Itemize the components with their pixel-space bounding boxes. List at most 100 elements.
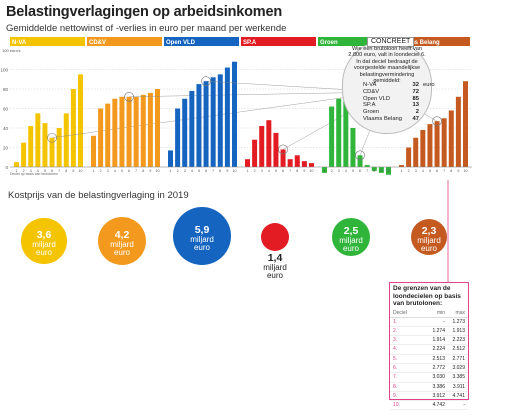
bar (350, 128, 356, 167)
table-row: 1. -1.273 (390, 318, 468, 327)
x-tick-label: 3 (261, 169, 263, 173)
callout-value: 85 (412, 95, 419, 102)
x-tick-label: 6 (282, 169, 284, 173)
x-tick-label: 10 (464, 169, 468, 173)
row-max: 1.913 (452, 327, 465, 334)
x-tick-label: 8 (142, 169, 144, 173)
cost-bubble-unit: miljard (110, 240, 134, 249)
bar (357, 155, 363, 167)
decile-6-marker (355, 150, 365, 161)
row-max: 2.512 (452, 346, 465, 353)
bar (196, 84, 202, 167)
x-tick-label: 10 (310, 169, 314, 173)
series-header (241, 37, 316, 46)
bar (49, 137, 55, 167)
x-tick-label: 9 (380, 169, 382, 173)
bar (364, 165, 370, 167)
bar (273, 132, 279, 167)
x-tick-label: 7 (289, 169, 291, 173)
bar (182, 98, 188, 167)
row-deciel: 8. (393, 383, 398, 390)
callout-row: Vlaams Belang 47 (363, 116, 419, 123)
decile-table: De grenzen van de loondecielen op basis … (389, 282, 469, 411)
x-tick-label: 9 (72, 169, 74, 173)
bar (91, 135, 96, 167)
callout-party: CD&V (363, 88, 380, 95)
x-tick-label: 8 (450, 169, 452, 173)
x-tick-label: 4 (114, 169, 116, 173)
cost-bubble (21, 218, 67, 264)
x-tick-label: 2 (254, 169, 256, 173)
table-row: 8. 3.386 3.911 (390, 383, 468, 392)
callout-row: N-VA 32 euro (363, 82, 435, 89)
x-tick-label: 2 (331, 169, 333, 173)
x-tick-label: 1 (170, 169, 172, 173)
bar (14, 162, 19, 167)
row-max: 2.223 (452, 337, 465, 344)
x-tick-label: 10 (233, 169, 237, 173)
callout-tag: CONCREET (367, 37, 415, 47)
x-tick-label: 7 (212, 169, 214, 173)
bar (434, 121, 440, 167)
x-tick-label: 6 (51, 169, 53, 173)
decile-table-header: Deciel min max (390, 309, 468, 318)
row-max: 1.273 (452, 318, 465, 325)
series-name: Open VLD (166, 40, 196, 46)
bar (266, 120, 272, 167)
x-tick-label: 5 (198, 169, 200, 173)
header-max: max (455, 309, 465, 316)
callout-party: N-VA (363, 82, 377, 88)
callout-value: 13 (412, 102, 419, 109)
x-tick-label: 5 (121, 169, 123, 173)
callout-party: Groen (363, 109, 380, 116)
bar (252, 139, 258, 167)
callout-value: 72 (412, 88, 419, 95)
row-min: 4.742 (432, 402, 445, 409)
x-tick-label: 4 (191, 169, 193, 173)
cost-bubble-currency: euro (342, 244, 359, 253)
bar (399, 165, 404, 167)
callout-unit: euro (423, 82, 435, 88)
cost-bubble-label: 1,4 miljard euro (255, 253, 295, 280)
callout-text: Wie een brutoloon heeft van 2.800 euro, … (348, 46, 426, 85)
cost-bubble-value: 3,6 (36, 229, 52, 241)
x-tick-label: 2 (23, 169, 25, 173)
bar (203, 81, 209, 167)
bar (322, 167, 327, 173)
x-tick-label: 8 (65, 169, 67, 173)
decile-6-marker (201, 76, 211, 86)
cost-bubble (410, 218, 448, 256)
bar (189, 90, 195, 167)
cost-bubble-currency: euro (113, 248, 130, 257)
row-min: 2.224 (432, 346, 445, 353)
bar (42, 123, 48, 167)
callout-value: 2 (415, 109, 419, 116)
x-tick-label: 1 (16, 169, 18, 173)
bar (63, 113, 69, 167)
x-tick-label: 4 (345, 169, 347, 173)
x-tick-label: 4 (422, 169, 424, 173)
callout-value: 47 (412, 116, 419, 122)
bar (28, 126, 34, 167)
x-tick-label: 6 (436, 169, 438, 173)
concreet-callout (342, 40, 432, 134)
bar (455, 96, 461, 167)
cost-bubble-value: 4,2 (114, 229, 130, 241)
cost-bubble-value: 5,9 (194, 224, 210, 236)
row-min: 3.386 (432, 383, 445, 390)
cost-bubble (260, 222, 290, 252)
bar (147, 92, 153, 167)
x-tick-label: 7 (366, 169, 368, 173)
cost-bubble-currency: euro (35, 248, 52, 257)
callout-row: Open VLD 85 (363, 96, 419, 103)
y-tick-label: 100 (0, 68, 8, 73)
header-deciel: Deciel (393, 309, 407, 316)
y-tick-label: 60 (3, 107, 9, 112)
bar (329, 106, 335, 167)
callout-party: SP.A (363, 102, 376, 109)
series-name: N-VA (12, 40, 27, 46)
bar (427, 124, 433, 167)
bar (371, 167, 377, 171)
x-tick-label: 3 (184, 169, 186, 173)
